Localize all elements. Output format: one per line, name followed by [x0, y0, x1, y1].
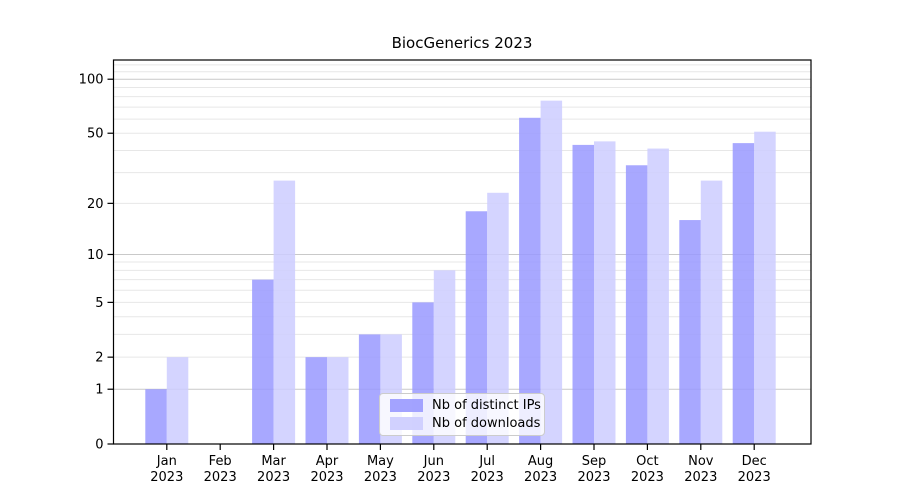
- x-tick-label-month: Apr: [316, 454, 339, 469]
- x-tick-label-year: 2023: [684, 470, 717, 485]
- legend-item-downloads: Nb of downloads: [390, 416, 540, 431]
- x-tick-label-year: 2023: [738, 470, 771, 485]
- x-tick-label-month: Jul: [478, 454, 495, 469]
- y-tick-label: 1: [95, 383, 103, 398]
- bar-downloads-oct: [647, 148, 669, 444]
- x-tick-label-year: 2023: [364, 470, 397, 485]
- y-tick-label: 20: [87, 197, 104, 212]
- bar-distinct-ips-mar: [252, 279, 274, 444]
- x-tick-label-year: 2023: [257, 470, 290, 485]
- y-tick-label: 10: [87, 248, 104, 263]
- x-tick-label-month: May: [367, 454, 394, 469]
- bar-distinct-ips-aug: [519, 117, 541, 444]
- x-tick-label-month: Dec: [742, 454, 767, 469]
- y-tick-label: 50: [87, 127, 104, 142]
- x-tick-label-month: Nov: [688, 454, 714, 469]
- bar-downloads-dec: [754, 131, 776, 445]
- bar-downloads-aug: [540, 100, 563, 444]
- y-tick-label: 2: [95, 351, 103, 366]
- x-tick-label-year: 2023: [417, 470, 450, 485]
- bar-distinct-ips-jul: [465, 211, 488, 444]
- x-tick-label-month: Oct: [636, 454, 658, 469]
- y-tick-label: 0: [95, 438, 103, 453]
- x-tick-label-month: Mar: [261, 454, 286, 469]
- bar-downloads-jan: [166, 357, 189, 444]
- bar-downloads-sep: [594, 141, 616, 445]
- bar-downloads-nov: [700, 180, 723, 444]
- x-tick-label-month: Sep: [582, 454, 607, 469]
- legend-swatch-downloads: [390, 416, 423, 430]
- legend: Nb of distinct IPs Nb of downloads: [379, 393, 545, 436]
- x-tick-label-year: 2023: [310, 470, 343, 485]
- x-tick-label-year: 2023: [631, 470, 664, 485]
- bar-distinct-ips-may: [358, 334, 381, 444]
- chart-title: BiocGenerics 2023: [391, 34, 533, 52]
- bar-distinct-ips-sep: [572, 144, 594, 445]
- x-tick-label-year: 2023: [524, 470, 557, 485]
- legend-swatch-distinct-ips: [390, 399, 423, 413]
- bar-distinct-ips-apr: [305, 357, 327, 444]
- x-tick-label-year: 2023: [150, 470, 183, 485]
- legend-label-distinct-ips: Nb of distinct IPs: [432, 398, 541, 414]
- legend-item-distinct-ips: Nb of distinct IPs: [390, 398, 541, 413]
- bar-distinct-ips-nov: [679, 220, 701, 444]
- bar-distinct-ips-jan: [145, 389, 167, 444]
- x-tick-label-month: Feb: [209, 454, 232, 469]
- x-tick-label-month: Jan: [156, 454, 177, 469]
- y-tick-label: 100: [79, 73, 104, 88]
- x-tick-label-year: 2023: [577, 470, 610, 485]
- x-tick-label-month: Jun: [423, 454, 444, 469]
- bar-downloads-jul: [487, 192, 509, 444]
- x-tick-label-month: Aug: [528, 454, 553, 469]
- bar-distinct-ips-oct: [625, 165, 648, 444]
- x-tick-label-year: 2023: [204, 470, 237, 485]
- bar-downloads-mar: [273, 180, 296, 444]
- legend-label-downloads: Nb of downloads: [432, 415, 541, 431]
- plot-border: [112, 59, 812, 445]
- bar-distinct-ips-dec: [732, 143, 755, 444]
- x-tick-label-year: 2023: [471, 470, 504, 485]
- y-tick-label: 5: [95, 296, 103, 311]
- bar-downloads-apr: [327, 357, 349, 444]
